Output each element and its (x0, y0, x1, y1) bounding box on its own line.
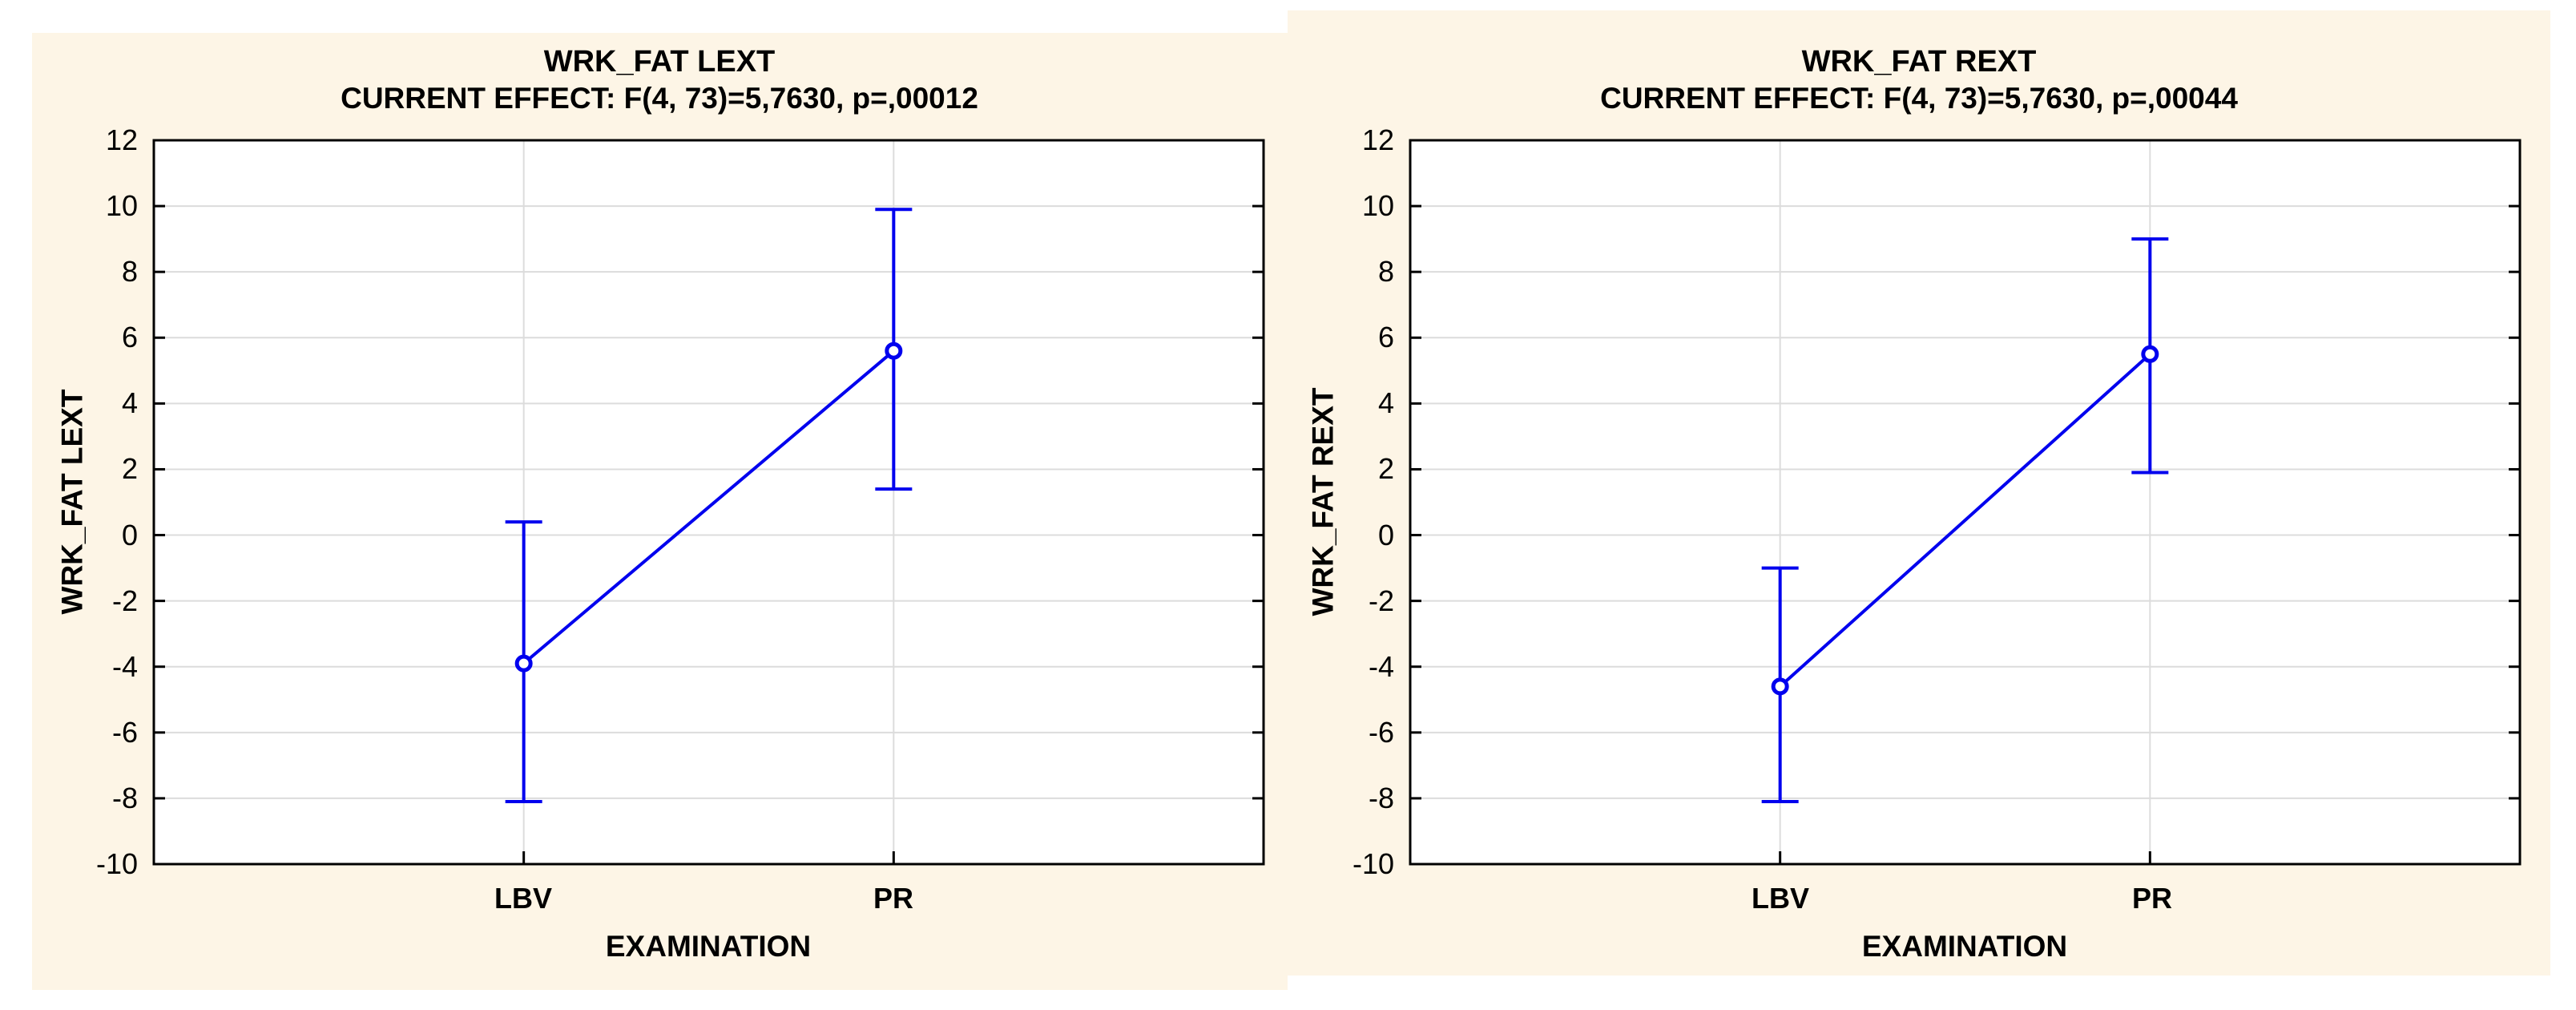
left-x-tick-label-lbv: LBV (494, 882, 552, 915)
data-point-marker (514, 654, 533, 673)
right-chart-subtitle: CURRENT EFFECT: F(4, 73)=5,7630, p=,0004… (1600, 82, 2238, 115)
y-tick-label: 10 (1361, 189, 1394, 223)
right-x-axis-label: EXAMINATION (1861, 930, 2068, 963)
y-tick-label: 10 (105, 189, 138, 223)
y-tick-label: 6 (1377, 321, 1394, 354)
right-chart-title: WRK_FAT REXT (1801, 45, 2037, 79)
y-tick-label: 2 (121, 452, 138, 486)
y-tick-label: -6 (1368, 715, 1394, 749)
left-plot-area (152, 139, 1265, 866)
y-tick-label: -4 (111, 649, 138, 683)
right-x-tick-label-pr: PR (2131, 882, 2173, 915)
data-point-marker (2141, 345, 2159, 363)
y-tick-label: -8 (1368, 781, 1394, 814)
y-tick-label: 2 (1377, 452, 1394, 486)
y-tick-label: 12 (1361, 123, 1394, 156)
y-tick-label: 0 (1377, 518, 1394, 551)
data-point-marker (1771, 677, 1789, 696)
y-tick-label: 12 (105, 123, 138, 156)
left-y-axis-label: WRK_FAT LEXT (55, 389, 89, 615)
left-x-axis-label: EXAMINATION (605, 930, 812, 963)
y-tick-label: 8 (1377, 255, 1394, 289)
left-x-tick-label-pr: PR (873, 882, 914, 915)
y-tick-label: -4 (1368, 649, 1394, 683)
y-tick-label: -2 (111, 584, 138, 617)
data-point-marker (885, 341, 903, 360)
y-tick-label: 4 (121, 386, 138, 420)
y-tick-label: 0 (121, 518, 138, 551)
y-tick-label: 6 (121, 321, 138, 354)
y-tick-label: -10 (95, 847, 138, 880)
right-y-axis-label: WRK_FAT REXT (1306, 387, 1340, 616)
left-chart-subtitle: CURRENT EFFECT: F(4, 73)=5,7630, p=,0001… (341, 82, 978, 115)
right-plot-area (1409, 139, 2522, 866)
right-x-tick-label-lbv: LBV (1752, 882, 1809, 915)
y-tick-label: -2 (1368, 584, 1394, 617)
y-tick-label: 8 (121, 255, 138, 289)
left-chart-title: WRK_FAT LEXT (543, 45, 776, 79)
y-tick-label: 4 (1377, 386, 1394, 420)
y-tick-label: -8 (111, 781, 138, 814)
y-tick-label: -6 (111, 715, 138, 749)
y-tick-label: -10 (1352, 847, 1394, 880)
